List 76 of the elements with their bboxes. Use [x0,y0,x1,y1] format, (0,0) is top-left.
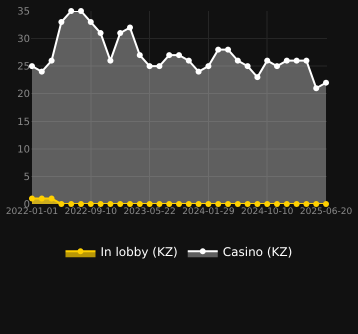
point [205,201,212,207]
x-tick-label: 2023-05-22 [123,207,176,217]
point [78,201,84,207]
point [78,8,84,14]
point [156,201,162,207]
point [274,201,280,207]
point [136,52,143,58]
point [146,201,153,207]
y-tick-label: 5 [24,172,30,183]
point [126,201,133,207]
point [205,63,212,70]
point [136,201,143,207]
x-tick-label: 2024-10-10 [241,207,294,217]
point [196,68,202,75]
point [186,58,192,64]
point [126,24,133,31]
point [303,201,310,207]
point [323,201,330,207]
point [323,80,330,86]
point [48,58,55,64]
point [215,46,222,53]
point [58,201,64,207]
point [68,201,74,207]
point [274,63,280,70]
point [264,58,270,64]
point [38,195,45,202]
point [166,52,172,58]
y-tick-label: 30 [17,34,30,46]
point [146,63,153,70]
point [196,201,202,207]
point [176,52,182,58]
point [107,201,114,207]
point [98,201,104,207]
point [254,74,260,80]
point [88,201,94,207]
point [107,58,114,64]
point [117,30,124,36]
point [313,201,320,207]
x-tick-label: 2022-09-10 [64,207,118,217]
point [38,68,45,75]
x-tick-label: 2022-01-01 [6,207,58,217]
point [186,201,192,207]
point [215,201,222,207]
point [294,201,300,207]
y-tick-label: 35 [17,6,30,18]
legend-label: Casino (KZ) [222,244,292,259]
x-tick-label: 2025-06-20 [300,207,352,217]
point [156,63,162,70]
point [303,58,310,64]
point [294,58,300,64]
x-tick-label: 2024-01-29 [182,207,235,217]
point [28,195,35,202]
legend-label: In lobby (KZ) [100,244,178,259]
point [264,201,270,207]
y-tick-label: 25 [17,62,30,73]
y-tick-label: 15 [17,116,30,128]
point [98,30,104,36]
point [48,195,55,202]
point [68,8,74,14]
point [284,201,290,207]
point [225,201,232,207]
point [166,201,172,207]
point [244,201,251,207]
point [225,46,232,53]
point [234,201,241,207]
point [234,58,241,64]
y-tick-label: 20 [17,89,30,100]
point [284,58,290,64]
point [254,201,260,207]
point [58,19,64,26]
point [244,63,251,70]
point [88,19,94,26]
point [117,201,124,207]
y-tick-label: 10 [17,144,30,156]
point [176,201,182,207]
point [313,85,320,92]
